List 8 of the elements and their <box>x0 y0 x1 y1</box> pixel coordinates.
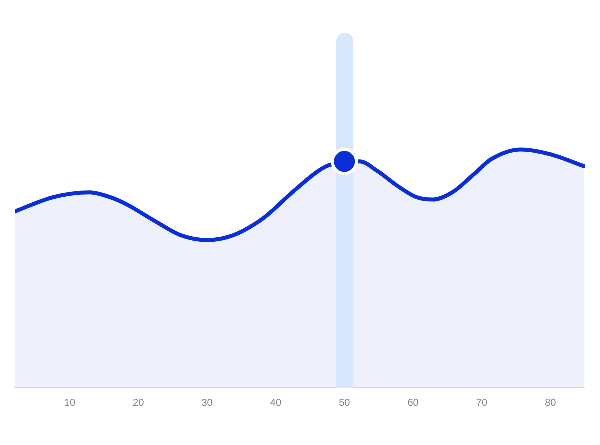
x-tick-label: 10 <box>64 398 76 409</box>
x-tick-label: 30 <box>202 398 214 409</box>
x-tick-label: 80 <box>545 398 557 409</box>
x-tick-label: 60 <box>408 398 420 409</box>
x-tick-label: 20 <box>133 398 145 409</box>
x-tick-label: 50 <box>339 398 351 409</box>
x-tick-label: 40 <box>270 398 282 409</box>
x-tick-label: 70 <box>476 398 488 409</box>
